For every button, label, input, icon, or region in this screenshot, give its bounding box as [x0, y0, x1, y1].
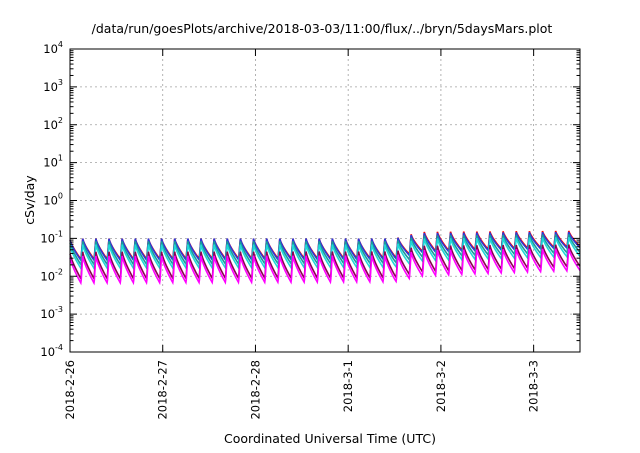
y-tick-label: 103	[43, 78, 63, 94]
series-line	[69, 231, 581, 263]
series-line	[69, 244, 581, 282]
series-line	[69, 248, 581, 286]
chart-title: /data/run/goesPlots/archive/2018-03-03/1…	[92, 21, 553, 36]
series-layer	[69, 230, 581, 286]
x-tick-label: 2018-3-3	[527, 360, 541, 412]
y-tick-label: 10-3	[40, 305, 63, 321]
x-axis-label: Coordinated Universal Time (UTC)	[224, 431, 436, 446]
x-tick-label: 2018-2-26	[63, 360, 77, 420]
x-tick-label: 2018-3-1	[341, 360, 355, 412]
y-tick-label: 102	[43, 116, 63, 132]
ticks-layer: 10-4 10-3 10-2 10-1 100 101 102 103 104 2018-2-26…	[40, 40, 580, 420]
y-tick-label: 10-1	[40, 229, 63, 245]
y-tick-label: 101	[43, 154, 63, 170]
y-tick-label: 100	[43, 192, 63, 208]
grid-layer	[70, 49, 580, 352]
y-tick-label: 10-2	[40, 267, 63, 283]
series-line	[69, 234, 581, 267]
y-tick-label: 10-4	[40, 343, 63, 359]
y-axis-label: cSv/day	[22, 175, 37, 225]
series-line	[69, 236, 581, 271]
x-tick-label: 2018-2-27	[156, 360, 170, 420]
y-tick-label: 104	[43, 40, 63, 56]
x-tick-label: 2018-2-28	[248, 360, 262, 420]
x-tick-label: 2018-3-2	[434, 360, 448, 412]
